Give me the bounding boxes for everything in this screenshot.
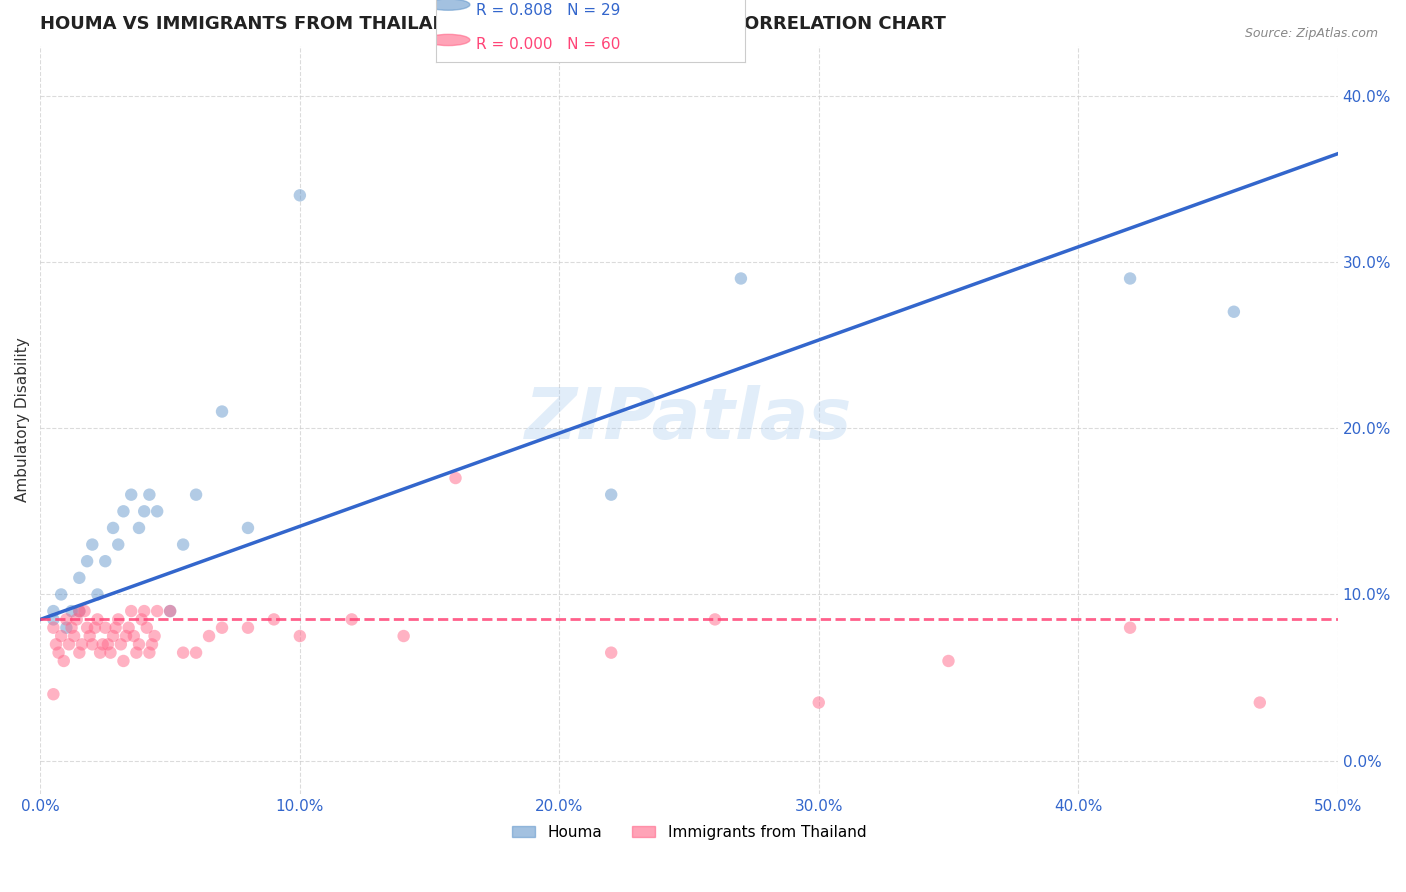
Point [91,637,114,651]
Point [76,554,98,568]
Point [600,646,623,660]
Point [58,637,80,651]
Point [1119,621,1142,635]
Point [112,654,135,668]
Point [79,629,101,643]
Point [146,504,169,518]
Point [67,646,90,660]
Point [66,612,89,626]
Point [60,604,83,618]
Point [70,637,93,651]
Point [392,629,415,643]
Text: Source: ZipAtlas.com: Source: ZipAtlas.com [1244,27,1378,40]
Point [444,471,467,485]
Point [107,612,129,626]
Point [55,612,77,626]
Point [146,604,169,618]
Point [236,621,259,635]
Point [48,646,70,660]
Point [807,696,830,710]
Point [101,629,124,643]
Point [236,521,259,535]
Point [1249,696,1271,710]
Point [198,629,221,643]
Point [89,646,111,660]
Point [86,587,108,601]
Text: R = 0.000   N = 60: R = 0.000 N = 60 [477,37,620,53]
Point [115,629,138,643]
Point [600,488,623,502]
Point [138,646,160,660]
Point [67,571,90,585]
Point [288,188,311,202]
Point [172,646,194,660]
Point [184,646,207,660]
Point [104,621,127,635]
Text: HOUMA VS IMMIGRANTS FROM THAILAND AMBULATORY DISABILITY CORRELATION CHART: HOUMA VS IMMIGRANTS FROM THAILAND AMBULA… [41,15,946,33]
Point [143,629,166,643]
Point [730,271,752,285]
Point [128,637,150,651]
Point [83,621,105,635]
Point [1223,304,1246,318]
Point [101,521,124,535]
Point [120,604,142,618]
Text: R = 0.808   N = 29: R = 0.808 N = 29 [477,3,620,18]
Point [42,687,65,701]
Point [45,637,67,651]
Legend: Houma, Immigrants from Thailand: Houma, Immigrants from Thailand [506,819,872,847]
Point [211,404,233,418]
Point [42,621,65,635]
Text: ZIPatlas: ZIPatlas [526,385,852,454]
Point [134,504,156,518]
Point [184,488,207,502]
Point [128,521,150,535]
Point [211,621,233,635]
Point [107,537,129,551]
Point [76,621,98,635]
Point [122,629,145,643]
Point [117,621,139,635]
Point [94,554,117,568]
Point [138,488,160,502]
Point [125,646,148,660]
Point [704,612,727,626]
Point [938,654,960,668]
Circle shape [426,0,470,10]
Point [263,612,285,626]
Point [55,621,77,635]
Point [51,629,73,643]
Point [82,537,104,551]
Point [52,654,75,668]
Point [42,612,65,626]
Point [135,621,157,635]
Point [51,587,73,601]
Point [134,604,156,618]
Point [63,629,86,643]
Point [97,637,120,651]
Point [1119,271,1142,285]
Point [112,504,135,518]
Point [159,604,181,618]
Point [73,604,96,618]
Point [288,629,311,643]
Point [159,604,181,618]
Point [110,637,132,651]
Point [67,604,90,618]
Point [60,621,83,635]
Point [120,488,142,502]
Point [141,637,163,651]
Point [94,621,117,635]
Y-axis label: Ambulatory Disability: Ambulatory Disability [15,337,30,502]
Point [100,646,122,660]
Circle shape [426,34,470,45]
Point [340,612,363,626]
Point [42,604,65,618]
Point [172,537,194,551]
Point [82,637,104,651]
Point [67,604,90,618]
Point [131,612,153,626]
Point [86,612,108,626]
